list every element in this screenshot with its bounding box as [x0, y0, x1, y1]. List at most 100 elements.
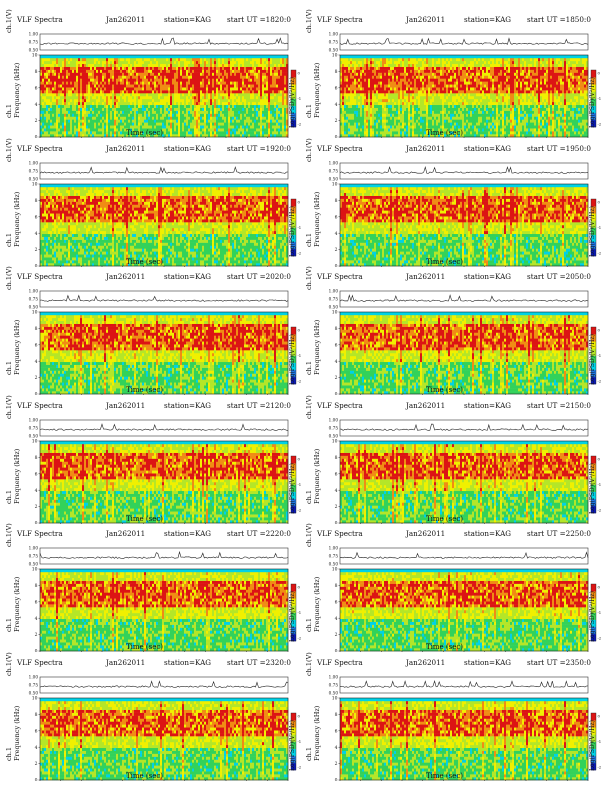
spectrogram-cell	[190, 84, 193, 88]
spectrogram-cell	[354, 119, 357, 123]
spectrogram-cell	[154, 66, 157, 70]
spectrogram-cell	[274, 134, 277, 138]
spectrogram-cell	[150, 84, 153, 88]
spectrogram-cell	[424, 96, 427, 100]
spectrogram-cell	[96, 78, 99, 82]
spectrogram-cell	[104, 69, 107, 73]
spectrogram-cell	[394, 104, 397, 108]
spectrogram-cell	[106, 101, 109, 106]
spectrogram-cell	[350, 119, 353, 123]
spectrogram-cell	[110, 57, 113, 62]
spectrogram-cell	[170, 116, 173, 120]
spectrogram-cell	[76, 75, 79, 79]
spectrogram-cell	[58, 81, 61, 85]
spectrogram-cell	[360, 113, 363, 117]
spectrogram-cell	[384, 78, 387, 82]
spectrogram-cell	[142, 57, 145, 62]
spectrogram-cell	[92, 96, 95, 100]
spectrogram-cell	[208, 134, 211, 138]
spectrogram-cell	[100, 131, 103, 135]
spectrogram-cell	[70, 104, 73, 108]
spectrogram-cell	[72, 116, 75, 120]
spectrogram-cell	[426, 84, 429, 88]
spectrogram-cell	[376, 116, 379, 120]
spectrogram-cell	[180, 134, 183, 138]
spectrogram-cell	[438, 101, 441, 106]
spectrogram-cell	[102, 90, 105, 94]
spectrogram-cell	[440, 57, 443, 62]
spectrogram-cell	[52, 87, 55, 91]
spectrogram-cell	[364, 113, 367, 117]
spectrogram-cell	[360, 75, 363, 79]
spectrogram-cell	[382, 101, 385, 106]
spectrogram-cell	[344, 78, 347, 82]
spectrogram-cell	[180, 57, 183, 62]
spectrogram	[340, 55, 589, 138]
spectrogram-cell	[340, 81, 343, 85]
spectrogram-cell	[280, 84, 283, 88]
spectrogram-cell	[442, 104, 445, 108]
spectrogram-cell	[390, 63, 393, 67]
spectrogram-cell	[248, 96, 251, 100]
spectrogram-cell	[410, 55, 413, 59]
spectrogram-cell	[356, 57, 359, 62]
spectrogram-cell	[238, 96, 241, 100]
spectrogram-cell	[60, 93, 63, 97]
spectrogram-cell	[394, 72, 397, 76]
spectrogram-cell	[232, 98, 235, 103]
spectrogram-cell	[410, 104, 413, 108]
spectrogram-cell	[126, 81, 129, 85]
spectrogram-cell	[414, 57, 417, 62]
spectrogram-cell	[202, 134, 205, 138]
spectrogram-cell	[416, 78, 419, 82]
spectrogram-cell	[376, 101, 379, 106]
spectrogram-cell	[66, 128, 69, 132]
spectrogram-cell	[352, 90, 355, 94]
spectrogram-cell	[436, 93, 439, 97]
spectrogram-cell	[256, 75, 259, 79]
spectrogram-cell	[48, 119, 51, 123]
spectrogram-cell	[174, 90, 177, 94]
spectrogram-cell	[424, 131, 427, 135]
spectrogram-cell	[116, 113, 119, 117]
spectrogram-cell	[138, 134, 141, 138]
spectrogram-cell	[88, 119, 91, 123]
spectrogram-cell	[286, 110, 289, 114]
spectrogram-cell	[420, 104, 423, 108]
spectrogram-cell	[244, 119, 247, 123]
spectrogram-cell	[102, 75, 105, 79]
spectrogram-cell	[194, 55, 197, 59]
spectrogram-cell	[276, 110, 279, 114]
spectrogram-cell	[72, 60, 75, 65]
spectrogram-cell	[264, 134, 267, 138]
spectrogram-cell	[254, 57, 257, 62]
spectrogram-cell	[282, 55, 285, 59]
spectrogram-cell	[232, 113, 235, 117]
spectrogram-cell	[100, 93, 103, 97]
spectrogram-cell	[138, 113, 141, 117]
spectrogram-cell	[94, 81, 97, 85]
spectrogram-cell	[436, 66, 439, 70]
spectrogram-cell	[362, 119, 365, 123]
spectrogram-cell	[432, 122, 435, 126]
spectrogram-cell	[178, 66, 181, 70]
spectrogram-cell	[114, 90, 117, 94]
spectrogram-cell	[172, 122, 175, 126]
spectrogram-cell	[136, 110, 139, 114]
spectrogram-cell	[410, 101, 413, 106]
spectrogram-cell	[278, 122, 281, 126]
spectrogram-cell	[212, 63, 215, 67]
spectrogram-cell	[46, 122, 49, 126]
spectrogram-cell	[352, 84, 355, 88]
spectrogram-cell	[214, 113, 217, 117]
spectrogram-cell	[428, 125, 431, 129]
spectrogram-cell	[220, 55, 223, 59]
spectrogram-cell	[216, 101, 219, 106]
spectrogram-cell	[282, 125, 285, 129]
spectrogram-cell	[166, 63, 169, 67]
spectrogram-cell	[152, 72, 155, 76]
spectrogram-cell	[130, 84, 133, 88]
spectrogram-cell	[40, 98, 43, 103]
spectrogram-cell	[182, 72, 185, 76]
